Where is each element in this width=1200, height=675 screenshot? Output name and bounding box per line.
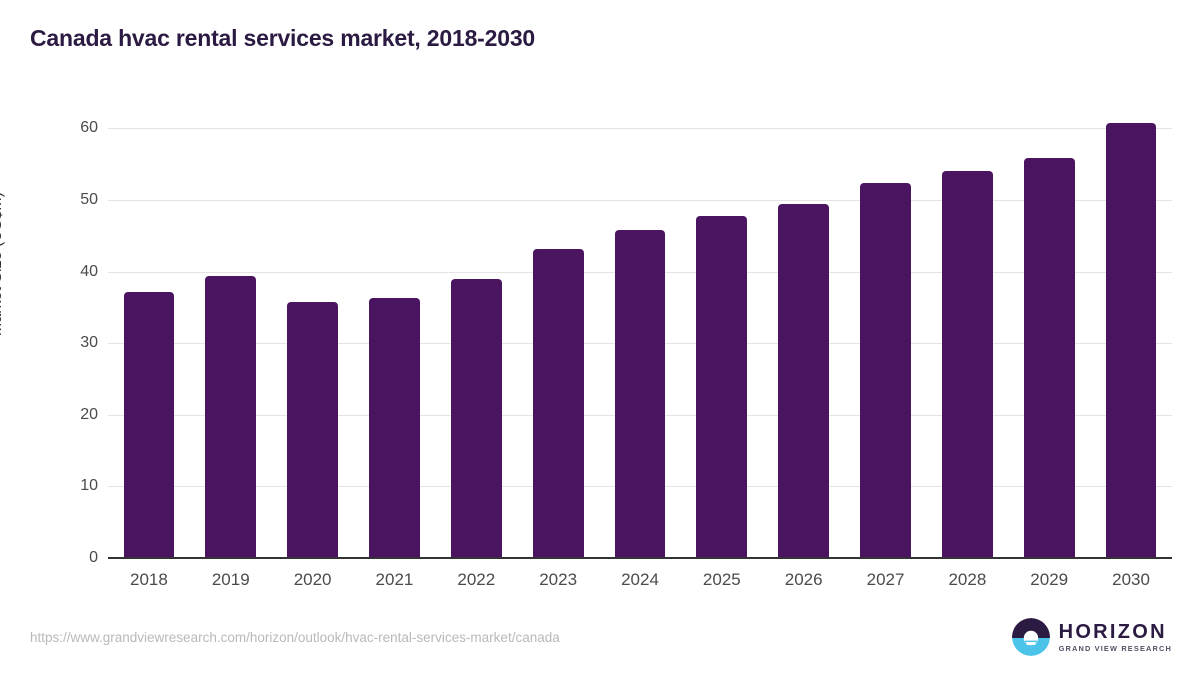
x-axis-tick-label: 2029 — [1030, 570, 1069, 589]
bar[interactable] — [942, 170, 993, 558]
y-axis-tick-label: 60 — [80, 119, 98, 137]
bar[interactable] — [369, 298, 420, 558]
page-title: Canada hvac rental services market, 2018… — [30, 25, 535, 51]
bar-column[interactable] — [942, 114, 993, 558]
bar-column[interactable] — [1023, 114, 1075, 558]
source-url-link[interactable]: https://www.grandviewresearch.com/horizo… — [30, 630, 560, 645]
bar-column[interactable] — [696, 114, 748, 558]
bar[interactable] — [1105, 123, 1157, 558]
x-axis-tick-label: 2021 — [375, 570, 414, 589]
x-axis-tick-label: 2022 — [457, 570, 496, 589]
y-axis-tick-label: 50 — [80, 190, 98, 208]
bar-column[interactable] — [778, 114, 830, 558]
gridline — [108, 128, 1172, 130]
y-axis-tick-label: 10 — [80, 477, 98, 495]
x-axis-line — [108, 557, 1172, 559]
y-axis-tick-label: 20 — [80, 405, 98, 423]
x-axis-tick-label: 2028 — [948, 570, 987, 589]
y-axis-tick-label: 30 — [80, 334, 98, 352]
bar[interactable] — [1023, 157, 1075, 558]
x-axis-tick-label: 2030 — [1112, 570, 1150, 589]
horizon-logo-icon — [1011, 618, 1050, 656]
x-axis-tick-label: 2019 — [211, 570, 250, 589]
bar-column[interactable] — [369, 114, 420, 558]
bar[interactable] — [123, 292, 175, 558]
y-axis-tick-label: 40 — [80, 262, 98, 280]
bar[interactable] — [696, 215, 748, 558]
bar-column[interactable] — [532, 114, 584, 558]
plot-area — [108, 114, 1172, 558]
bar[interactable] — [532, 249, 584, 558]
x-axis-tick-label: 2027 — [866, 570, 905, 589]
x-axis-tick-label: 2020 — [293, 570, 332, 589]
bar-column[interactable] — [1105, 114, 1157, 558]
y-axis-tick-label: 0 — [89, 549, 98, 566]
bar[interactable] — [287, 301, 338, 558]
x-axis-tick-label: 2025 — [702, 570, 741, 589]
bar-column[interactable] — [450, 114, 502, 558]
x-axis-tick-label: 2026 — [784, 570, 823, 589]
bar[interactable] — [205, 275, 257, 558]
x-axis-tick-label: 2018 — [130, 570, 168, 589]
logo-wordmark: HORIZON — [1058, 620, 1167, 643]
bar-column[interactable] — [287, 114, 338, 558]
logo-tagline: GRAND VIEW RESEARCH — [1058, 643, 1172, 653]
bar[interactable] — [614, 230, 666, 558]
bar[interactable] — [860, 183, 911, 558]
horizon-logo: HORIZON GRAND VIEW RESEARCH — [1011, 618, 1172, 656]
x-axis-tick-label: 2023 — [539, 570, 578, 589]
gridline — [108, 199, 1172, 201]
bar-column[interactable] — [205, 114, 257, 558]
bar-column[interactable] — [123, 114, 175, 558]
x-axis-tick-label: 2024 — [621, 570, 659, 589]
bar[interactable] — [778, 203, 830, 558]
horizon-logo-text: HORIZON GRAND VIEW RESEARCH — [1059, 622, 1172, 652]
bar-column[interactable] — [614, 114, 666, 558]
bar-column[interactable] — [860, 114, 911, 558]
bar[interactable] — [450, 278, 502, 558]
